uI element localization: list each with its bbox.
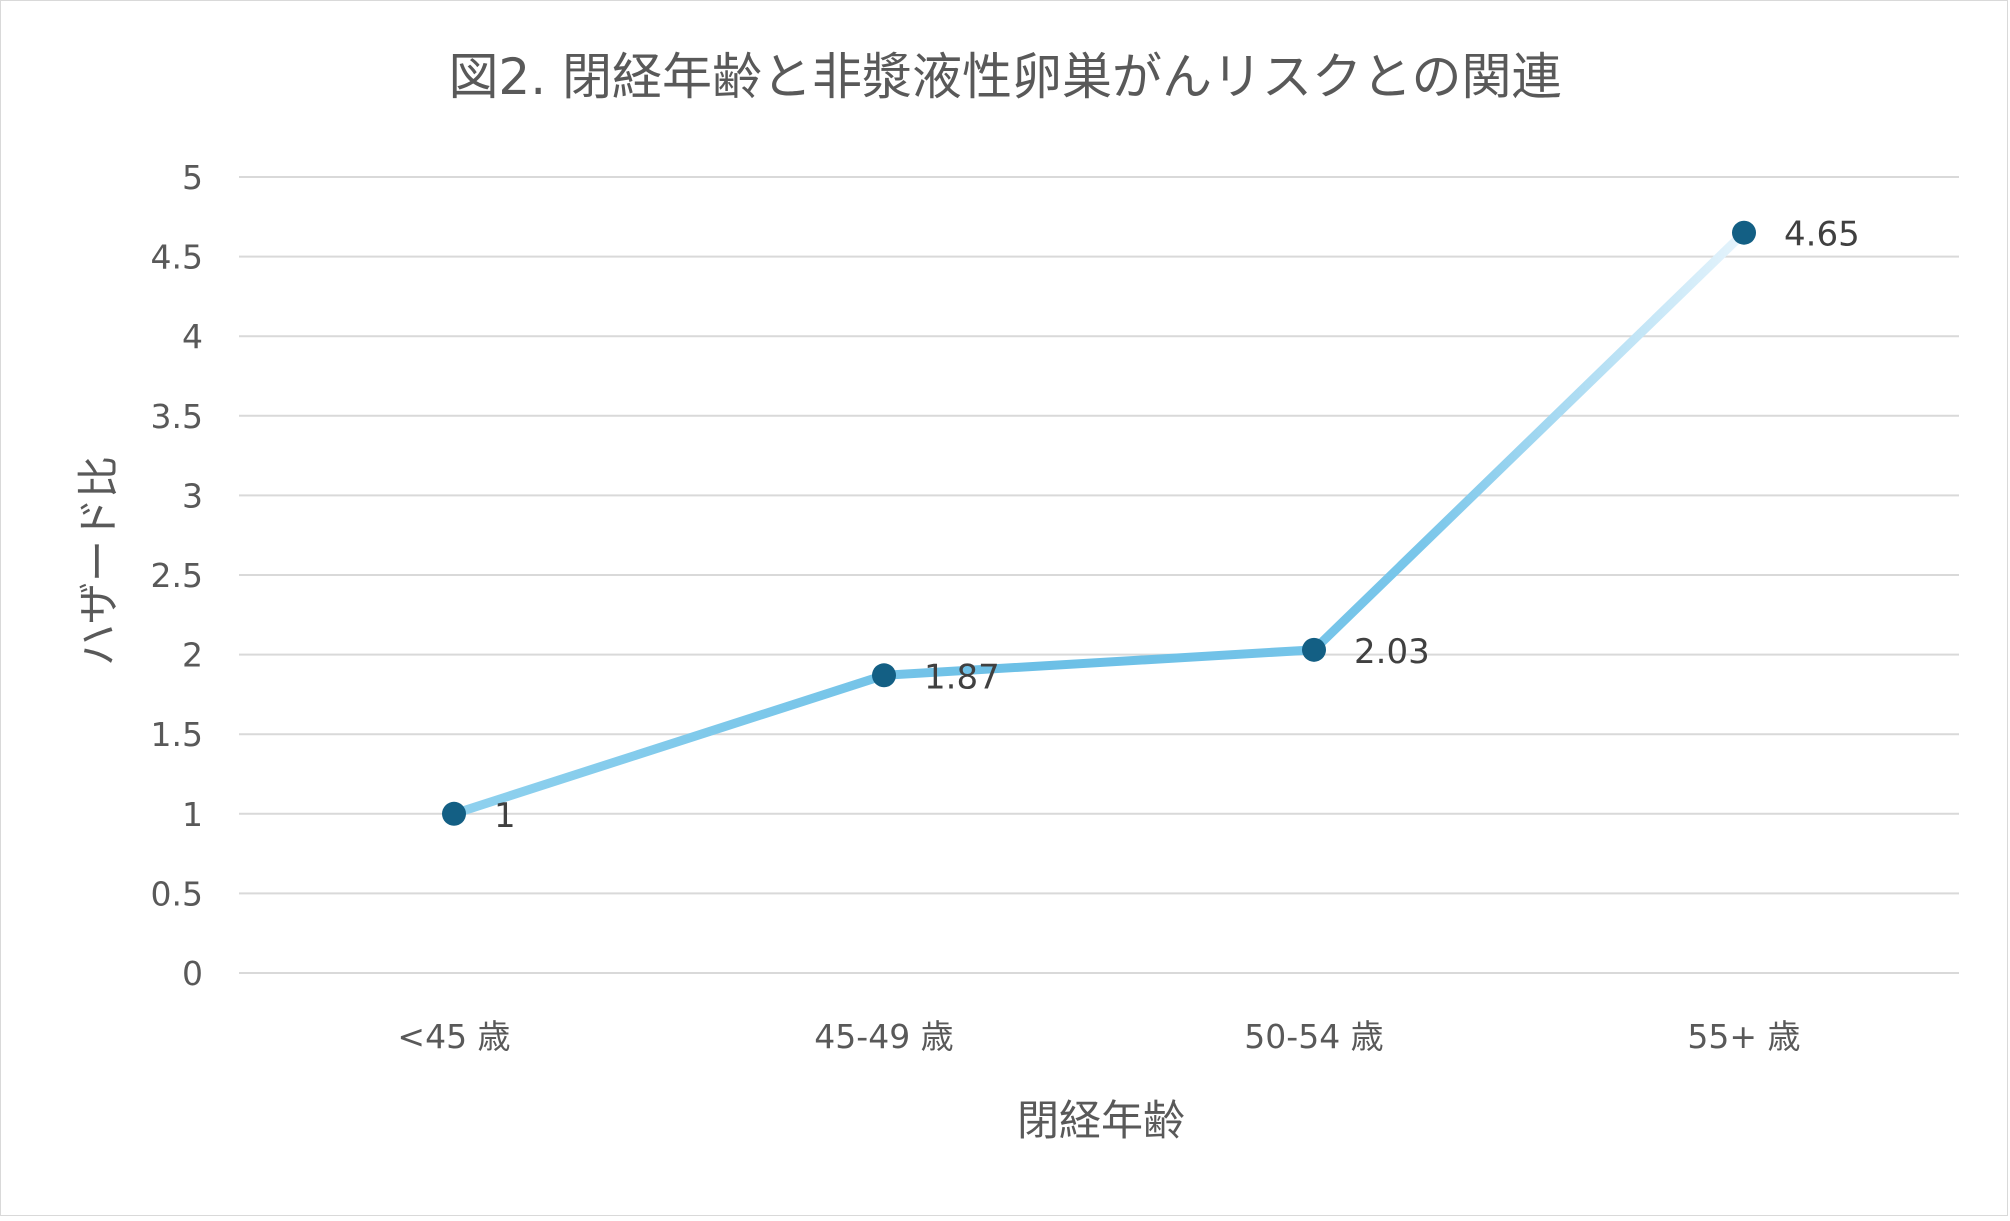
y-axis-title: ハザード比 — [74, 456, 123, 666]
x-axis-ticks: <45 歳 45-49 歳 50-54 歳 55+ 歳 — [397, 1017, 1800, 1056]
y-tick-label: 4.5 — [151, 238, 203, 277]
data-label: 1 — [494, 796, 516, 836]
y-tick-label: 4 — [182, 317, 203, 356]
x-tick-label: 50-54 歳 — [1244, 1017, 1383, 1056]
data-point — [1302, 637, 1326, 662]
gridlines — [239, 176, 1959, 974]
data-point — [1732, 220, 1756, 245]
y-tick-label: 0.5 — [151, 874, 203, 913]
chart-title: 図2. 閉経年齢と非漿液性卵巣がんリスクとの関連 — [448, 48, 1561, 106]
y-tick-label: 1 — [182, 795, 203, 834]
data-labels: 1 1.87 2.03 4.65 — [494, 215, 1860, 836]
y-tick-label: 3.5 — [151, 397, 203, 436]
y-tick-label: 3 — [182, 476, 203, 515]
x-tick-label: <45 歳 — [397, 1017, 510, 1056]
x-tick-label: 45-49 歳 — [814, 1017, 953, 1056]
y-tick-label: 1.5 — [151, 715, 203, 754]
data-label: 2.03 — [1354, 632, 1430, 672]
data-label: 4.65 — [1784, 215, 1860, 255]
y-tick-label: 0 — [182, 954, 203, 993]
y-tick-label: 2 — [182, 636, 203, 675]
y-tick-label: 2.5 — [151, 556, 203, 595]
x-tick-label: 55+ 歳 — [1687, 1017, 1800, 1056]
series-layer — [442, 220, 1756, 826]
data-label: 1.87 — [924, 657, 1000, 697]
y-tick-label: 5 — [182, 158, 203, 197]
series-line — [449, 228, 1749, 819]
x-axis-title: 閉経年齢 — [1017, 1096, 1185, 1145]
data-point — [872, 663, 896, 688]
y-axis-ticks: 0 0.5 1 1.5 2 2.5 3 3.5 4 4.5 5 — [151, 158, 203, 993]
data-point — [442, 801, 466, 826]
